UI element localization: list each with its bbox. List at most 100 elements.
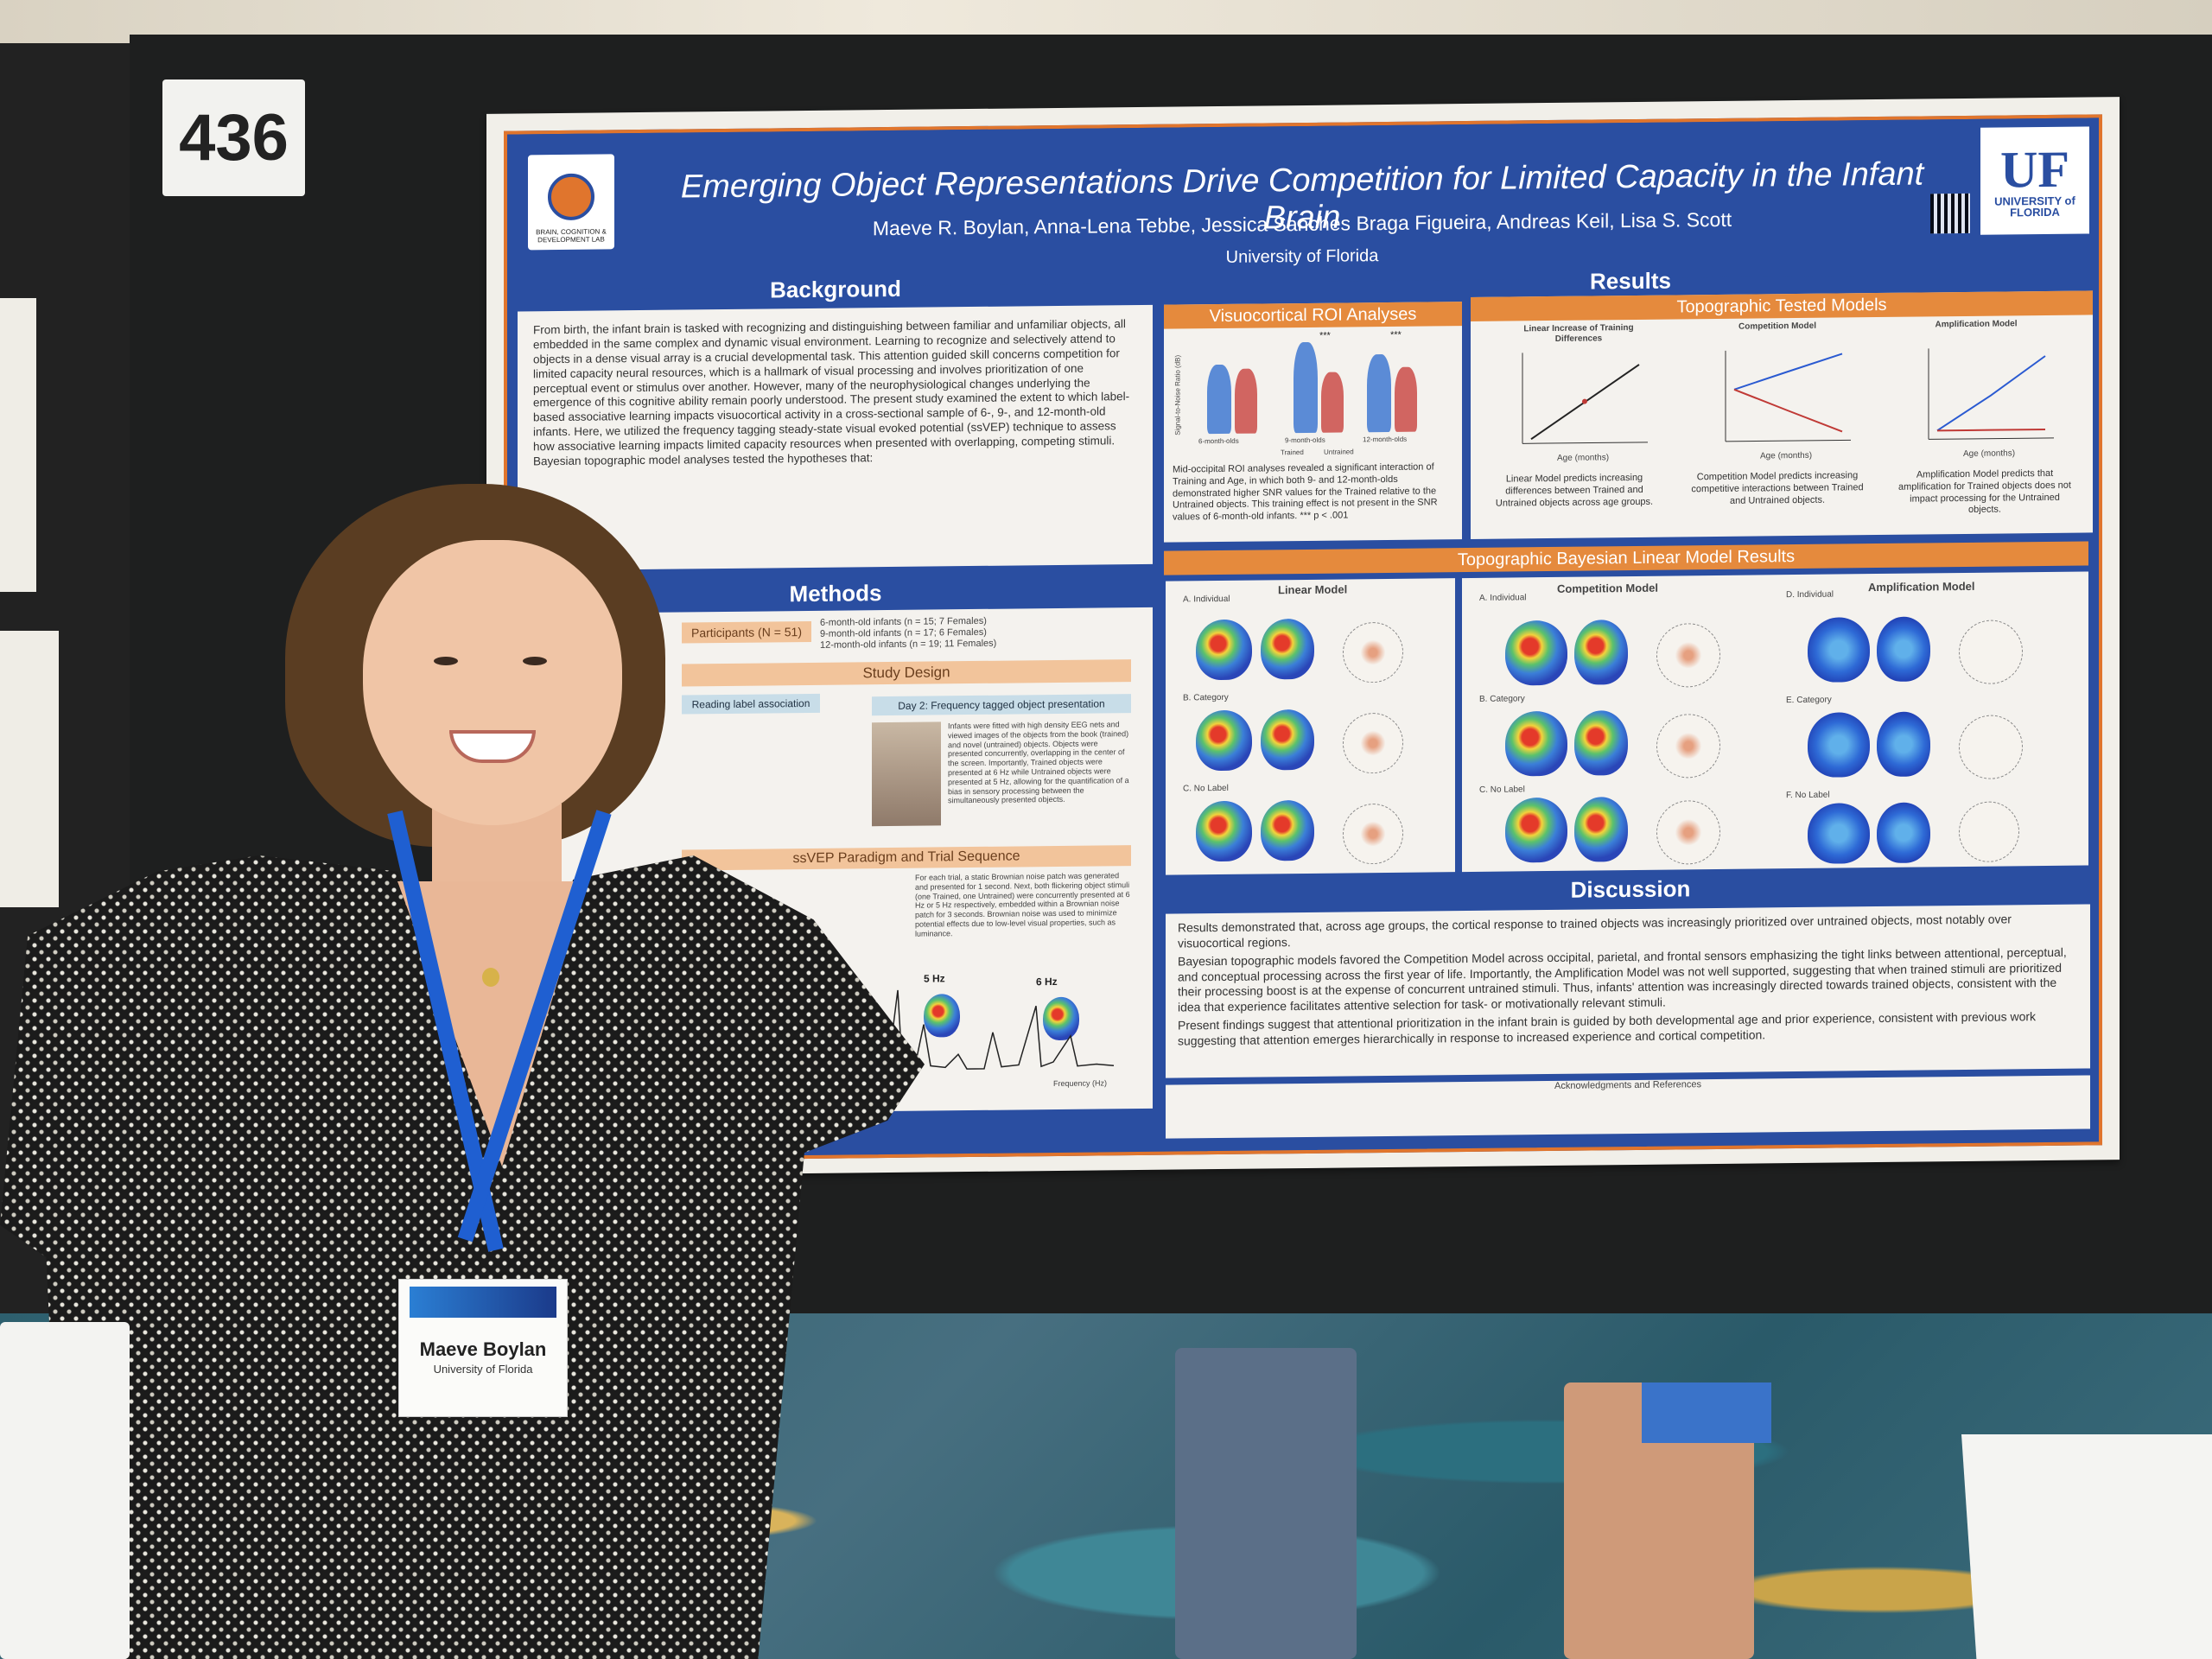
participants-list: 6-month-old infants (n = 15; 7 Females) … xyxy=(820,615,1079,652)
roi-violin-12mo-untrained xyxy=(1395,366,1417,432)
eye-icon xyxy=(523,657,547,665)
brain-map-icon xyxy=(1505,620,1567,686)
acknowledgments-panel: Acknowledgments and References xyxy=(1166,1075,2090,1139)
electrode-map-icon xyxy=(1343,712,1403,774)
roi-group-12mo: 12-month-olds xyxy=(1363,435,1408,444)
brain-map-icon xyxy=(1261,618,1314,680)
badge-name: Maeve Boylan xyxy=(419,1338,547,1360)
model-3-caption: Amplification Model predicts that amplif… xyxy=(1898,467,2071,516)
badge-affiliation: University of Florida xyxy=(433,1363,533,1376)
study-design-label: Study Design xyxy=(682,659,1131,687)
model-2-caption: Competition Model predicts increasing co… xyxy=(1691,470,1864,506)
research-poster: BRAIN, COGNITION & DEVELOPMENT LAB Emerg… xyxy=(486,97,2120,1177)
brain-map-icon xyxy=(1261,799,1314,861)
brain-map-icon xyxy=(1574,797,1628,862)
model-3-title: Amplification Model xyxy=(1935,319,2018,330)
day2-text: Infants were fitted with high density EE… xyxy=(948,720,1129,805)
competition-model-results-title: Competition Model xyxy=(1557,581,1658,595)
row-label-a: A. Individual xyxy=(1183,594,1230,605)
model-2-title: Competition Model xyxy=(1738,321,1816,332)
discussion-point-1: Results demonstrated that, across age gr… xyxy=(1178,912,2012,950)
ssvep-label: ssVEP Paradigm and Trial Sequence xyxy=(682,845,1131,871)
roi-violin-9mo-trained xyxy=(1294,341,1318,434)
electrode-map-icon xyxy=(1656,622,1720,688)
discussion-panel: Results demonstrated that, across age gr… xyxy=(1166,904,2090,1078)
brain-map-icon xyxy=(1196,619,1252,681)
participants-12mo: 12-month-old infants (n = 19; 11 Females… xyxy=(820,639,997,652)
roi-violin-12mo-trained xyxy=(1367,353,1391,433)
discussion-point-3: Present findings suggest that attentiona… xyxy=(1178,1009,2037,1048)
brain-map-icon xyxy=(1877,802,1930,864)
frequency-axis-label: Frequency (Hz) xyxy=(1053,1078,1108,1089)
roi-legend-untrained: Untrained xyxy=(1324,448,1354,456)
roi-violin-9mo-untrained xyxy=(1321,372,1344,433)
roi-sig-12mo: *** xyxy=(1390,329,1402,340)
roi-violin-6mo-untrained xyxy=(1235,368,1257,434)
chair-right xyxy=(1961,1434,2212,1659)
poster-body: BRAIN, COGNITION & DEVELOPMENT LAB Emerg… xyxy=(504,114,2102,1162)
model-1-caption: Linear Model predicts increasing differe… xyxy=(1495,472,1654,509)
poster-header: BRAIN, COGNITION & DEVELOPMENT LAB Emerg… xyxy=(507,118,2099,290)
uf-logo: UF UNIVERSITY of FLORIDA xyxy=(1980,126,2089,235)
uf-logo-subtitle: UNIVERSITY of FLORIDA xyxy=(1994,194,2075,219)
background-text: From birth, the infant brain is tasked w… xyxy=(533,317,1130,468)
amplification-model-plot xyxy=(1928,348,2054,440)
discussion-point-2: Bayesian topographic models favored the … xyxy=(1178,944,2067,1014)
roi-group-9mo: 9-month-olds xyxy=(1285,435,1325,445)
roi-violin-6mo-trained xyxy=(1207,364,1231,435)
competition-amplification-results-panel: Competition Model Amplification Model A.… xyxy=(1462,571,2088,873)
badge-banner xyxy=(410,1287,556,1318)
side-paper-lower xyxy=(0,631,59,907)
background-person-legs xyxy=(1175,1348,1357,1659)
acknowledgments-heading: Acknowledgments and References xyxy=(1554,1079,1701,1091)
model-2-xlabel: Age (months) xyxy=(1760,450,1813,461)
row-label-b: B. Category xyxy=(1183,692,1229,703)
competition-model-plot xyxy=(1725,350,1851,442)
linear-model-results-panel: Linear Model A. Individual B. Category C… xyxy=(1166,578,1455,875)
electrode-map-icon xyxy=(1959,620,2023,685)
linear-model-plot xyxy=(1522,353,1648,444)
electrode-map-icon xyxy=(1343,621,1403,683)
booth-number: 436 xyxy=(179,101,289,175)
row-label-d: D. Individual xyxy=(1786,589,1834,601)
qr-code-icon xyxy=(1930,193,1970,234)
booth-number-sign: 436 xyxy=(162,79,305,196)
brain-map-icon xyxy=(1261,709,1314,771)
roi-legend-trained: Trained xyxy=(1281,448,1304,457)
electrode-map-icon xyxy=(1959,801,2019,863)
lab-logo-text: BRAIN, COGNITION & DEVELOPMENT LAB xyxy=(536,227,607,245)
brain-map-icon xyxy=(1196,800,1252,862)
brain-map-icon xyxy=(1808,712,1870,778)
bayes-heading: Topographic Bayesian Linear Model Result… xyxy=(1164,541,2088,575)
day1-label: Reading label association xyxy=(682,693,820,715)
roi-heading: Visuocortical ROI Analyses xyxy=(1164,302,1462,329)
brain-map-icon xyxy=(1505,797,1567,863)
row-label-f: F. No Label xyxy=(1786,790,1830,801)
eye-icon xyxy=(434,657,458,665)
background-person2-shorts xyxy=(1642,1382,1771,1443)
lab-logo: BRAIN, COGNITION & DEVELOPMENT LAB xyxy=(528,154,614,251)
row-label-e: E. Category xyxy=(1786,695,1832,706)
amplification-model-results-title: Amplification Model xyxy=(1868,579,1975,594)
model-3-xlabel: Age (months) xyxy=(1963,448,2016,459)
brain-map-icon xyxy=(1505,710,1567,777)
brain-map-icon xyxy=(1808,617,1870,683)
electrode-map-icon xyxy=(1656,713,1720,779)
electrode-map-icon xyxy=(1656,799,1720,865)
background-panel: From birth, the infant brain is tasked w… xyxy=(518,304,1153,571)
lab-emblem-icon xyxy=(548,173,594,221)
brain-map-icon xyxy=(1877,616,1930,683)
roi-text: Mid-occipital ROI analyses revealed a si… xyxy=(1173,461,1438,523)
brain-map-icon xyxy=(1877,711,1930,778)
brain-map-icon xyxy=(1808,803,1870,864)
roi-ylabel: Signal-to-Noise Ratio (dB) xyxy=(1173,354,1182,435)
name-badge: Maeve Boylan University of Florida xyxy=(398,1279,568,1417)
row-label-b2: B. Category xyxy=(1479,694,1525,704)
necklace-pendant-icon xyxy=(482,968,499,987)
background-heading: Background xyxy=(770,275,901,303)
day2-label: Day 2: Frequency tagged object presentat… xyxy=(872,694,1131,716)
model-1-xlabel: Age (months) xyxy=(1557,453,1610,463)
chair-left xyxy=(0,1322,130,1659)
roi-sig-9mo: *** xyxy=(1319,330,1331,341)
tested-models-panel: Topographic Tested Models Linear Increas… xyxy=(1471,290,2093,539)
